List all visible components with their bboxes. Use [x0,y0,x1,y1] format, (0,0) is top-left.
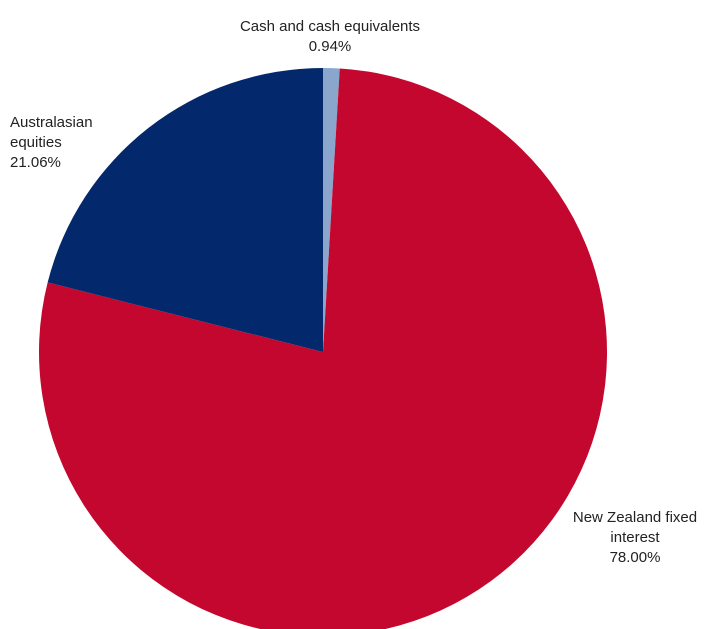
label-australasian-equities: Australasian equities 21.06% [10,113,93,173]
label-cash-value: 0.94% [308,38,352,55]
label-nzfi-value: 78.00% [609,549,661,566]
pie-slice-australasian-equities [47,68,323,352]
label-aus-name-line2: equities [10,134,62,151]
label-nzfi-name-line1: New Zealand fixed [572,509,698,526]
pie-slice-cash-and-cash-equivalents [323,68,340,352]
label-aus-value: 21.06% [10,154,61,171]
label-aus-name-line1: Australasian [10,114,93,131]
label-cash-name: Cash and cash equivalents [239,18,421,35]
label-new-zealand-fixed-interest: New Zealand fixed interest 78.00% [555,508,715,568]
label-nzfi-name-line2: interest [610,529,660,546]
pie-slice-new-zealand-fixed-interest [39,68,607,629]
label-cash-and-cash-equivalents: Cash and cash equivalents 0.94% [205,17,455,57]
